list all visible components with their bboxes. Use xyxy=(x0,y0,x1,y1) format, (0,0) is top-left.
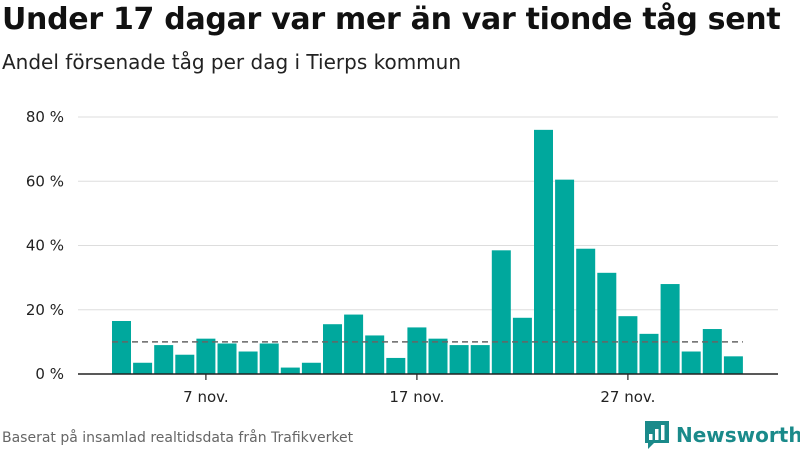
bar xyxy=(512,317,532,374)
bar xyxy=(323,324,342,374)
y-tick-label: 40 % xyxy=(26,237,64,255)
source-note: Baserat på insamlad realtidsdata från Tr… xyxy=(2,430,354,446)
bar xyxy=(555,179,575,374)
y-axis-tick-labels: 0 % 20 % 40 % 60 % 80 % xyxy=(26,108,64,383)
bar xyxy=(301,362,321,374)
bar xyxy=(491,250,511,374)
bar xyxy=(597,272,617,374)
x-axis-tick-labels: 7 nov. 17 nov. 27 nov. xyxy=(183,388,655,406)
y-tick-label: 0 % xyxy=(35,365,64,383)
x-tick-label: 27 nov. xyxy=(600,388,655,406)
bar xyxy=(428,338,448,374)
bar xyxy=(702,329,722,374)
bar xyxy=(196,338,216,374)
y-tick-label: 20 % xyxy=(26,301,64,319)
bar xyxy=(280,367,300,374)
bar xyxy=(723,356,743,374)
brand-name: Newsworthy xyxy=(676,423,800,447)
brand-logo: Newsworthy xyxy=(644,420,800,450)
bar xyxy=(639,333,659,374)
bar xyxy=(175,354,195,374)
bar xyxy=(449,345,469,374)
bar xyxy=(259,343,279,374)
bar xyxy=(154,345,174,374)
x-axis xyxy=(78,373,778,380)
bar-chart: 0 % 20 % 40 % 60 % 80 % 7 nov. 17 nov. 27 nov. xyxy=(26,108,778,406)
bar-chart-speech-bubble-icon xyxy=(645,421,669,449)
x-tick-label: 17 nov. xyxy=(389,388,444,406)
bar xyxy=(470,345,490,374)
bar xyxy=(407,327,427,374)
x-tick-label: 7 nov. xyxy=(183,388,228,406)
bar xyxy=(365,335,385,374)
bar xyxy=(660,284,680,374)
bar xyxy=(238,351,258,374)
bar xyxy=(386,357,406,374)
bar xyxy=(576,248,596,374)
bar xyxy=(618,316,638,374)
bar xyxy=(681,351,701,374)
chart-title: Under 17 dagar var mer än var tionde tåg… xyxy=(2,2,781,37)
y-tick-label: 60 % xyxy=(26,172,64,190)
gridlines xyxy=(78,116,778,311)
bars xyxy=(112,129,743,374)
y-tick-label: 80 % xyxy=(26,108,64,126)
bar xyxy=(344,314,364,374)
bar xyxy=(133,362,153,374)
chart-subtitle: Andel försenade tåg per dag i Tierps kom… xyxy=(2,50,462,74)
bar xyxy=(112,320,131,374)
bar xyxy=(534,129,553,374)
bar xyxy=(217,343,237,374)
